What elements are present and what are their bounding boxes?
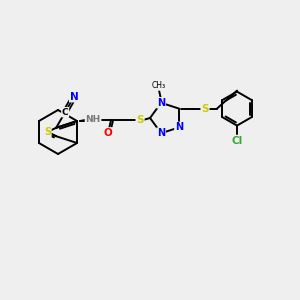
Text: S: S xyxy=(201,103,209,114)
Text: O: O xyxy=(104,128,112,138)
Text: NH: NH xyxy=(85,116,101,124)
Text: CH₃: CH₃ xyxy=(152,81,166,90)
Text: Cl: Cl xyxy=(231,136,243,146)
Text: C: C xyxy=(62,108,68,117)
Text: N: N xyxy=(87,116,95,125)
Text: N: N xyxy=(70,92,79,102)
Text: N: N xyxy=(157,128,165,138)
Text: S: S xyxy=(44,127,51,137)
Text: S: S xyxy=(136,115,144,125)
Text: N: N xyxy=(175,122,183,132)
Text: H: H xyxy=(94,116,100,125)
Text: N: N xyxy=(157,98,165,108)
